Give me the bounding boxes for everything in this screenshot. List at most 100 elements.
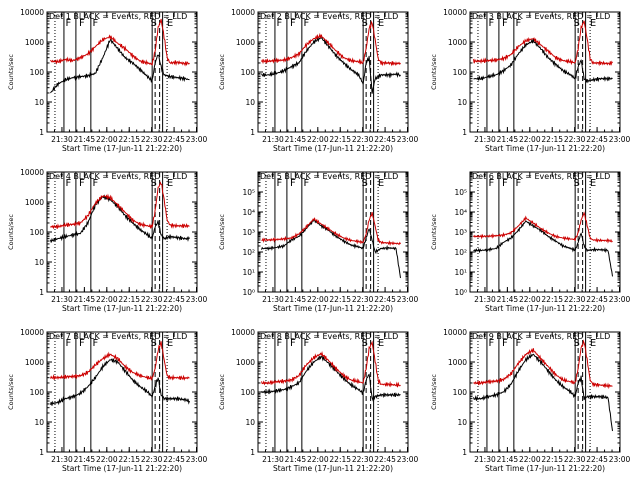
x-axis-label: Start Time (17-Jun-11 21:22:20) [485,144,605,153]
x-tick-label: 22:00 [96,295,118,304]
y-axis-label: Counts/sec [430,214,438,250]
chart-title: Det 4 BLACK = Events, RED = LLD [49,172,187,181]
y-tick-label: 10¹ [242,268,255,277]
x-tick-label: 21:30 [51,135,73,144]
interval-letter: F [66,338,72,349]
x-tick-label: 23:00 [609,455,631,464]
y-tick-label: 100 [30,68,45,77]
interval-letter: F [277,178,283,189]
x-tick-label: 22:00 [519,135,541,144]
y-tick-label: 10 [457,98,467,107]
x-tick-label: 23:00 [186,295,208,304]
interval-letter: S [150,18,156,29]
x-tick-label: 22:15 [329,135,351,144]
series-lld-line [261,20,401,67]
y-tick-label: 10000 [231,328,255,337]
series-lld-line [261,212,401,246]
interval-letter: F [66,178,72,189]
y-tick-label: 1000 [448,358,467,367]
plot-frame [469,171,621,293]
interval-letter: F [489,18,495,29]
y-axis-label: Counts/sec [430,54,438,90]
x-tick-label: 23:00 [397,295,419,304]
y-tick-label: 100 [30,228,45,237]
interval-letter: E [378,18,384,29]
y-tick-label: 1000 [448,38,467,47]
interval-letter: E [167,338,173,349]
y-tick-label: 10 [34,258,44,267]
chart-title: Det 2 BLACK = Events, RED = LLD [260,12,398,21]
y-tick-label: 10 [457,418,467,427]
x-tick-label: 21:30 [51,295,73,304]
panel-det-1: Det 1 BLACK = Events, RED = LLD 1 10 100 100… [7,8,208,153]
panel-det-4: Det 4 BLACK = Events, RED = LLD 1 10 100 100… [7,168,208,313]
y-tick-label: 10000 [20,8,44,17]
interval-letter: F [79,178,85,189]
chart-title: Det 3 BLACK = Events, RED = LLD [472,12,610,21]
series-lld-line [473,211,613,244]
x-tick-label: 22:45 [163,135,185,144]
x-tick-label: 22:45 [586,455,608,464]
interval-letter: F [92,178,98,189]
x-tick-label: 22:45 [374,455,396,464]
y-tick-label: 1000 [25,38,44,47]
interval-letter: E [590,18,596,29]
x-tick-label: 22:30 [141,455,163,464]
interval-letter: E [167,178,173,189]
x-tick-label: 21:45 [285,135,307,144]
x-tick-label: 23:00 [397,455,419,464]
x-axis-label: Start Time (17-Jun-11 21:22:20) [273,144,393,153]
y-tick-label: 1 [462,128,467,137]
interval-letter: S [573,18,579,29]
series-events-line [50,38,190,94]
y-tick-label: 10⁰ [454,288,467,297]
y-tick-label: 100 [241,388,256,397]
chart-title: Det 9 BLACK = Events, RED = LLD [472,332,610,341]
series-lld-line [261,340,401,388]
interval-letter: S [150,178,156,189]
y-tick-label: 10000 [443,328,467,337]
y-tick-label: 1 [250,128,255,137]
series-events-line [50,194,190,243]
y-tick-label: 1 [39,128,44,137]
panel-det-6: Det 6 BLACK = Events, RED = LLD 10⁰ 10¹ 10²… [430,171,631,313]
interval-letter: S [150,338,156,349]
y-tick-label: 1000 [236,38,255,47]
interval-letter: F [79,338,85,349]
y-axis-label: Counts/sec [218,374,226,410]
x-tick-label: 21:45 [74,455,96,464]
y-tick-label: 10⁴ [454,208,467,217]
x-axis-label: Start Time (17-Jun-11 21:22:20) [273,304,393,313]
plot-frame [257,331,409,453]
x-tick-label: 22:30 [564,135,586,144]
x-tick-label: 21:45 [497,295,519,304]
x-tick-label: 22:45 [586,135,608,144]
interval-letter: F [303,338,309,349]
x-tick-label: 22:30 [564,455,586,464]
y-tick-label: 10⁴ [242,208,255,217]
x-tick-label: 23:00 [186,135,208,144]
interval-letter: F [489,338,495,349]
x-tick-label: 21:45 [497,455,519,464]
x-axis-label: Start Time (17-Jun-11 21:22:20) [62,144,182,153]
series-lld-line [473,20,613,67]
series-events-line [473,38,613,84]
y-tick-label: 10 [34,418,44,427]
interval-letter: F [303,178,309,189]
chart-title: Det 8 BLACK = Events, RED = LLD [260,332,398,341]
plot-frame [46,331,198,453]
panel-det-2: Det 2 BLACK = Events, RED = LLD 1 10 100 100… [218,8,419,153]
x-tick-label: 22:30 [352,135,374,144]
x-tick-label: 23:00 [397,135,419,144]
x-tick-label: 22:15 [541,455,563,464]
x-tick-label: 21:45 [285,455,307,464]
interval-letter: F [303,18,309,29]
interval-letter: F [502,338,508,349]
x-tick-label: 22:00 [96,135,118,144]
x-tick-label: 22:15 [118,455,140,464]
interval-letter: E [378,338,384,349]
x-tick-label: 21:30 [474,295,496,304]
panel-det-8: Det 8 BLACK = Events, RED = LLD 1 10 100 100… [218,328,419,473]
x-tick-label: 22:15 [329,455,351,464]
chart-title: Det 7 BLACK = Events, RED = LLD [49,332,187,341]
